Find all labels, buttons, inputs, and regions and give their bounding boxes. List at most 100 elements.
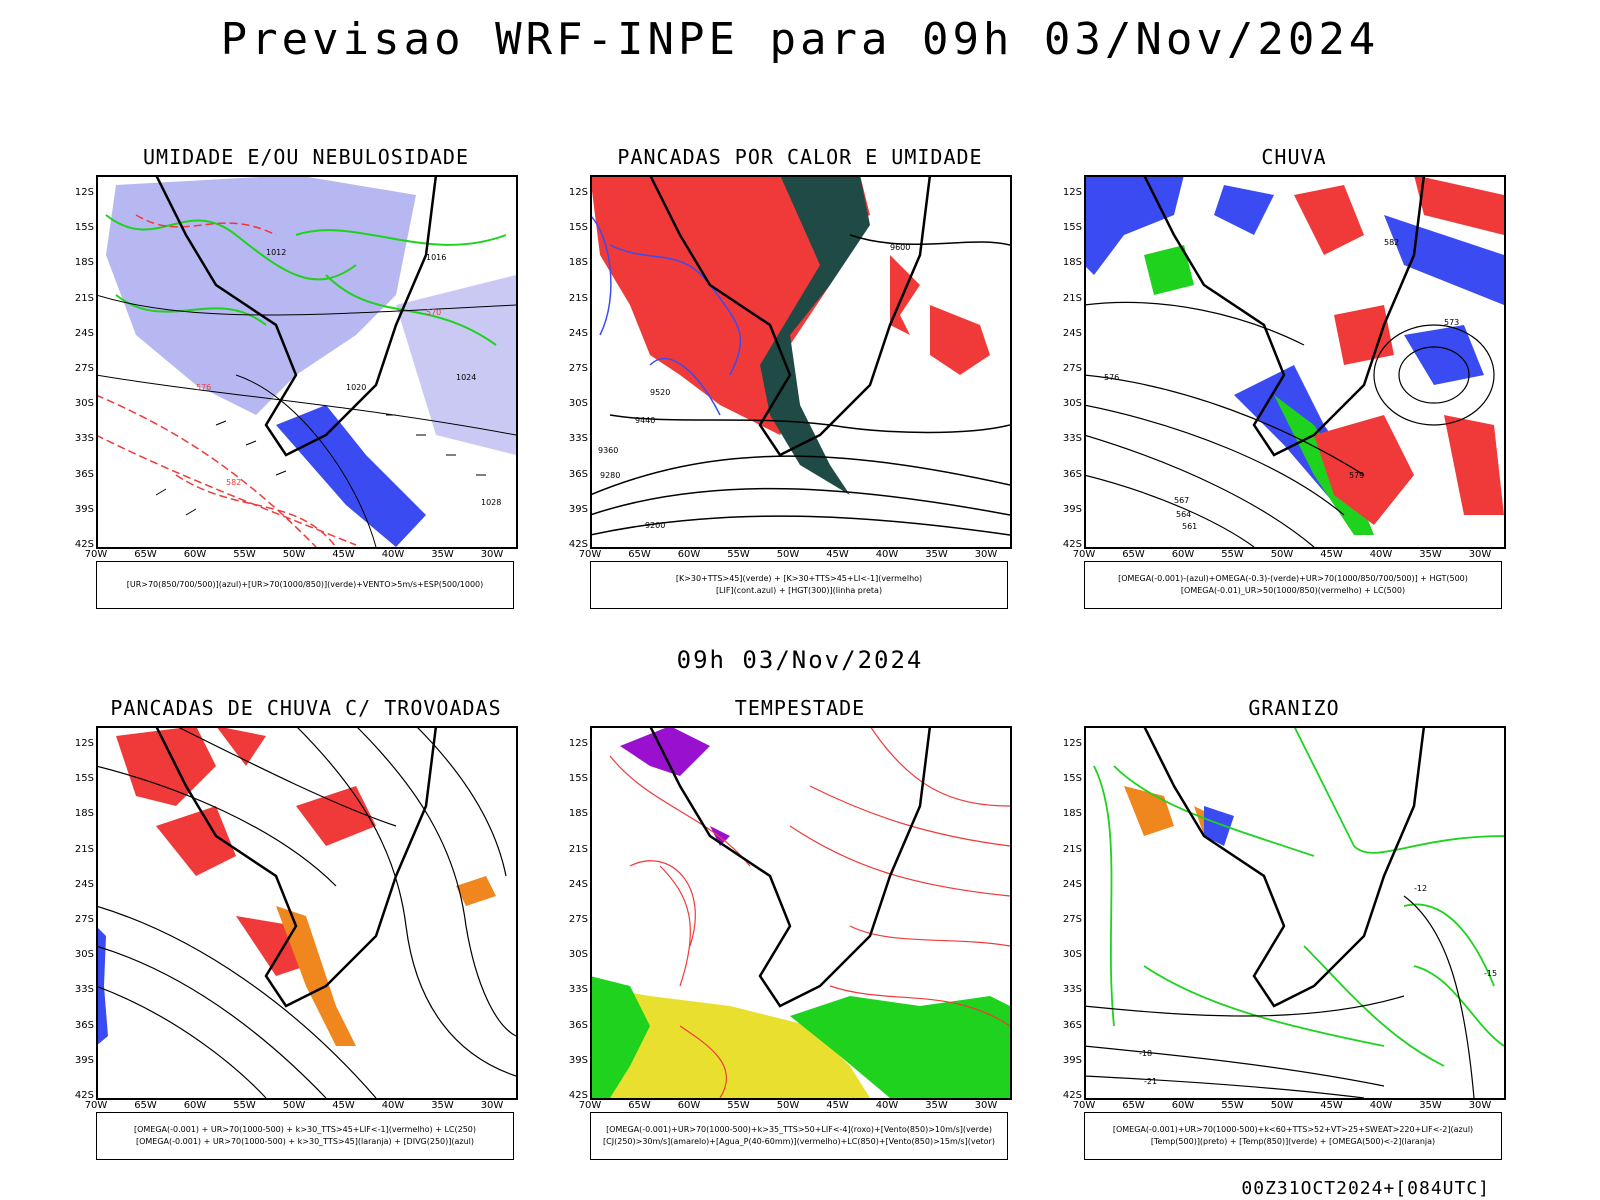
panel-granizo: GRANIZO -12 -15 -18 -21 12S 15S 18S 21S 24S 2… [1034,696,1514,1176]
contour-label: -15 [1484,969,1497,978]
map-trovoadas [96,726,516,1098]
lat-tick-label: 21S [568,843,588,855]
contour-label: -12 [1414,884,1427,893]
lon-tick-label: 45W [1320,549,1343,560]
panel-title: PANCADAS DE CHUVA C/ TROVOADAS [110,696,502,720]
lat-tick-label: 39S [74,1054,94,1066]
lat-tick-label: 12S [1062,738,1082,749]
cyclone-contour [1373,324,1495,426]
map-frame [96,175,518,549]
legend-line: [OMEGA(-0.001)+UR>70(1000-500)+k<60+TTS>… [1112,1125,1474,1134]
lat-tick-label: 24S [74,878,94,890]
lon-tick-label: 50W [282,549,306,560]
contour-label: 561 [1182,522,1197,531]
lat-tick-label: 36S [74,468,94,480]
lat-tick-label: 27S [568,914,588,925]
map-granizo: -12 -15 -18 -21 [1084,726,1504,1098]
lat-tick-label: 21S [1062,843,1082,855]
rain-red-area [1294,175,1504,525]
thickness-contours [96,214,357,547]
coastline [648,175,932,457]
lat-tick-label: 12S [1062,187,1082,198]
map-pancadas-calor: 9600 9520 9440 9360 9280 9200 [590,175,1010,547]
panel-pancadas-calor: PANCADAS POR CALOR E UMIDADE 9600 9520 9… [540,145,1020,625]
pw-lc850-contours [609,726,1010,1098]
lon-tick-label: 40W [875,1100,899,1111]
lat-tick-label: 39S [1062,503,1082,515]
lat-tick-label: 15S [1062,222,1082,234]
contour-label: -21 [1144,1077,1157,1086]
lat-tick-label: 15S [568,222,588,234]
map-frame [1084,175,1506,549]
lat-tick-label: 42S [1062,539,1082,550]
lon-tick-label: 45W [826,549,849,560]
map-frame [590,175,1012,549]
lon-tick-label: 50W [776,549,800,560]
legend-line: [OMEGA(-0.001)+UR>70(1000-500)+k>35_TTS>… [606,1125,992,1134]
lon-tick-label: 60W [1171,1100,1195,1111]
panel-title: CHUVA [1261,145,1327,169]
legend-line: [LIF](cont.azul) + [HGT(300)](linha pret… [715,586,883,595]
lat-tick-label: 33S [568,433,588,445]
lat-tick-label: 36S [568,468,588,480]
lon-tick-label: 45W [826,1100,849,1111]
lon-tick-label: 45W [332,549,355,560]
lat-tick-label: 39S [568,1054,588,1066]
thunderstorm-red-area [116,726,376,876]
lon-tick-label: 55W [233,1100,256,1111]
legend-line: [OMEGA(-0.001) + UR>70(1000-500) + k>30_… [133,1125,477,1134]
panel-umidade: UMIDADE E/OU NEBULOSIDADE 1012 1016 1020… [46,145,526,625]
legend-line: [CJ(250)>30m/s](amarelo)+[Agua_P(40-60mm… [603,1137,995,1146]
contour-label: -18 [1139,1049,1152,1058]
lon-tick-label: 35W [925,1100,948,1111]
lat-tick-label: 27S [568,363,588,374]
lon-tick-label: 65W [628,549,651,560]
lon-tick-label: 60W [1171,549,1195,560]
panel-legend: [K>30+TTS>45](verde) + [K>30+TTS>45+LI<-… [590,561,1008,609]
lat-tick-label: 36S [1062,468,1082,480]
map-umidade: 1012 1016 1020 1024 1028 570 576 582 [96,175,516,547]
lat-tick-label: 30S [74,949,94,961]
lat-tick-label: 36S [568,1019,588,1031]
contour-label: 564 [1176,510,1191,519]
contour-label: 576 [196,383,211,392]
map-frame [1084,726,1506,1100]
contour-label: 1012 [266,248,286,257]
lon-tick-label: 50W [282,1100,306,1111]
thunderstorm-orange-area [276,876,496,1046]
lat-tick-label: 30S [1062,398,1082,410]
panel-title: UMIDADE E/OU NEBULOSIDADE [142,145,470,169]
lon-tick-label: 30W [480,549,504,560]
lon-tick-label: 30W [1468,549,1492,560]
contour-label: 576 [1104,373,1119,382]
omega500-orange-area [1124,786,1214,836]
lat-tick-label: 30S [74,398,94,410]
lat-tick-label: 33S [74,433,94,445]
legend-line: [UR>70(850/700/500)](azul)+[UR>70(1000/8… [126,580,484,589]
lat-tick-label: 42S [568,539,588,550]
hgt500-contours [1084,301,1365,547]
lon-tick-label: 30W [974,1100,998,1111]
lat-tick-label: 36S [1062,1019,1082,1031]
lat-tick-label: 12S [568,187,588,198]
lat-tick-label: 39S [1062,1054,1082,1066]
panel-legend: [OMEGA(-0.001) + UR>70(1000-500) + k>30_… [96,1112,514,1160]
wind850-green-area [590,976,1010,1098]
lon-tick-label: 40W [381,549,405,560]
omega-green-area [1144,245,1374,535]
lon-tick-label: 55W [1221,549,1244,560]
panel-legend: [OMEGA(-0.001)+UR>70(1000-500)+k>35_TTS>… [590,1112,1008,1160]
lat-tick-label: 21S [74,843,94,855]
lon-tick-label: 45W [332,1100,355,1111]
lon-tick-label: 35W [431,549,454,560]
legend-line: [K>30+TTS>45](verde) + [K>30+TTS>45+LI<-… [675,574,923,583]
lat-tick-label: 42S [568,1090,588,1101]
lat-tick-label: 27S [74,363,94,374]
lat-tick-label: 24S [74,327,94,339]
lat-tick-label: 18S [568,257,588,269]
lat-tick-label: 24S [568,878,588,890]
contour-label: 1020 [346,383,366,392]
lon-tick-label: 40W [875,549,899,560]
lon-tick-label: 55W [727,549,750,560]
lat-tick-label: 12S [74,738,94,749]
